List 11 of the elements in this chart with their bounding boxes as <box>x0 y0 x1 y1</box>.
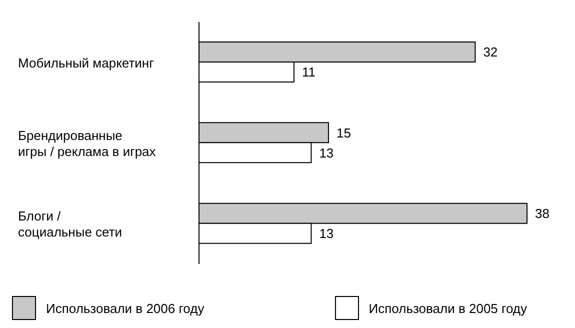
legend-label: Использовали в 2006 году <box>46 300 204 316</box>
y-tick-label: Блоги / социальные сети <box>18 208 122 240</box>
data-label: 11 <box>302 64 316 80</box>
data-label: 13 <box>319 226 334 241</box>
data-label: 13 <box>319 145 334 160</box>
data-label: 38 <box>535 206 550 221</box>
data-label: 15 <box>336 125 351 140</box>
y-tick-label: Брендированные игры / реклама в играх <box>18 128 156 158</box>
y-tick-label: Мобильный маркетинг <box>18 54 154 70</box>
data-label: 32 <box>483 44 498 60</box>
legend-label: Использовали в 2005 году <box>368 300 527 316</box>
